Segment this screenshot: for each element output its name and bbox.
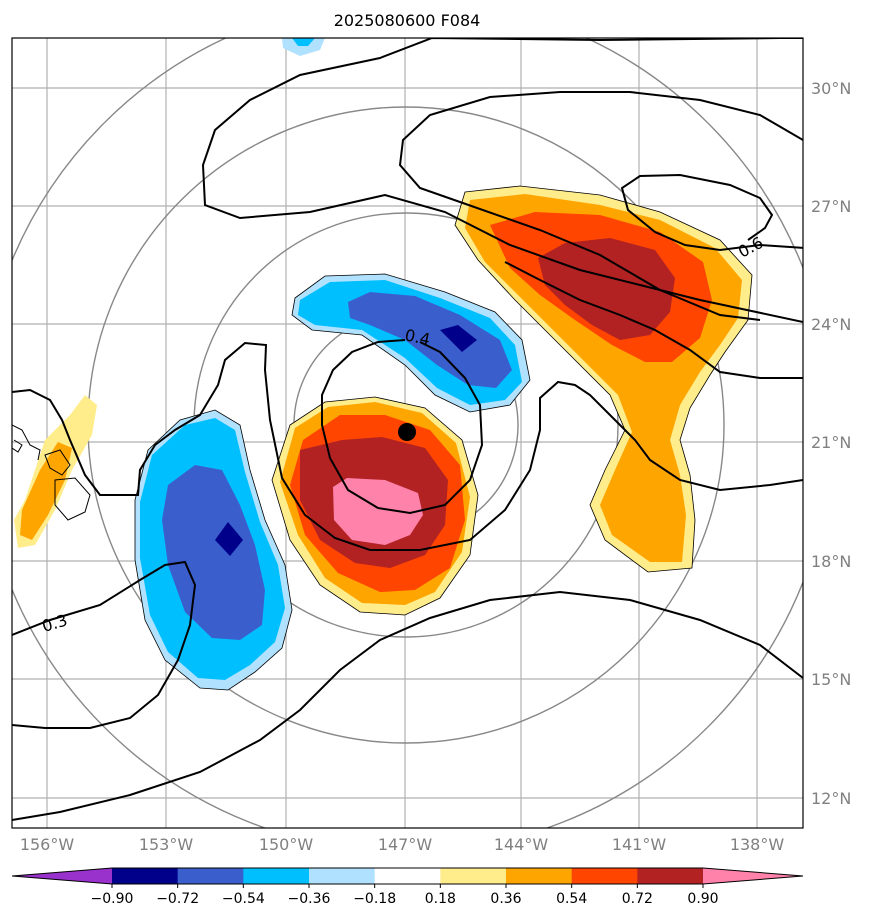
colorbar-tick-label: 0.18 <box>425 891 456 907</box>
figure-title: 2025080600 F084 <box>334 11 481 30</box>
contour-03 <box>12 560 197 729</box>
colorbar-tick-label: −0.36 <box>288 891 331 907</box>
positive-region-northeast-darkred <box>538 238 675 340</box>
colorbar-tick-label: −0.54 <box>222 891 265 907</box>
lat-label-30: 30°N <box>811 79 851 98</box>
map-frame <box>11 37 804 829</box>
colorbar-tick-label: −0.18 <box>353 891 396 907</box>
lon-label-156: 156°W <box>20 835 75 854</box>
island-coast-2 <box>44 449 71 476</box>
latitude-labels: 30°N 27°N 24°N 21°N 18°N 15°N 12°N <box>811 79 851 808</box>
negative-region-top <box>282 38 325 56</box>
colorbar-extend-low <box>12 868 112 884</box>
contour-label-04: 0.4 <box>403 325 432 349</box>
colorbar-tick-label: 0.54 <box>556 891 587 907</box>
lat-label-15: 15°N <box>811 670 851 689</box>
colorbar-segment <box>177 868 244 884</box>
lon-label-153: 153°W <box>139 835 194 854</box>
colorbar-segment <box>440 868 507 884</box>
outline-positive-northeast <box>454 185 753 573</box>
storm-center-marker <box>398 423 416 441</box>
negative-region-southwest-navy <box>215 522 243 556</box>
contour-mid-band <box>504 261 803 379</box>
contour-upper-arc <box>201 38 803 323</box>
colorbar-extend-high <box>703 868 803 884</box>
contour-right-lower <box>12 341 803 551</box>
negative-region-top-cyan <box>292 38 315 46</box>
contour-upper-inner <box>398 91 803 321</box>
island-coast-3 <box>54 477 91 521</box>
colorbar-segment <box>506 868 573 884</box>
colorbar-segment <box>637 868 704 884</box>
colorbar-segment <box>243 868 310 884</box>
line-contours <box>12 38 803 821</box>
colorbar-tick-label: 0.72 <box>622 891 653 907</box>
outline-negative-southwest <box>134 409 293 691</box>
positive-region-west-orange <box>20 442 72 540</box>
outline-negative-north <box>291 273 531 413</box>
colorbar-segment <box>112 868 179 884</box>
lon-label-150: 150°W <box>259 835 314 854</box>
colorbar-segment <box>309 868 376 884</box>
colorbar-tick-label: 0.36 <box>490 891 521 907</box>
negative-region-southwest-blue <box>162 465 265 640</box>
colorbar-tick-label: −0.72 <box>156 891 199 907</box>
shade-outline-contours <box>134 185 753 691</box>
negative-region-north-blue <box>348 292 512 388</box>
colorbar: −0.90 −0.72 −0.54 −0.36 −0.18 0.18 0.36 0.54 0.7… <box>11 867 804 907</box>
island-coast-1 <box>12 424 41 461</box>
lat-label-24: 24°N <box>811 315 851 334</box>
lat-label-18: 18°N <box>811 552 851 571</box>
colorbar-tick-label: −0.90 <box>91 891 134 907</box>
negative-region-north-navy <box>440 325 477 352</box>
contour-06 <box>620 173 803 252</box>
contour-04 <box>321 339 484 515</box>
colorbar-tick-label: 0.90 <box>687 891 718 907</box>
contour-south-arc <box>12 590 803 821</box>
map-panel: 0.6 0.4 0.3 <box>11 37 804 829</box>
lon-label-141: 141°W <box>612 835 667 854</box>
lat-label-27: 27°N <box>811 197 851 216</box>
coastline <box>12 424 91 521</box>
lon-label-138: 138°W <box>730 835 785 854</box>
lat-label-21: 21°N <box>811 433 851 452</box>
island-coast-4 <box>12 439 23 453</box>
colorbar-segment <box>571 868 638 884</box>
shaded-field <box>14 38 752 690</box>
lon-label-144: 144°W <box>494 835 549 854</box>
lat-label-12: 12°N <box>811 789 851 808</box>
lon-label-147: 147°W <box>378 835 433 854</box>
colorbar-segment <box>374 868 441 884</box>
outline-positive-center <box>271 396 479 616</box>
longitude-labels: 156°W 153°W 150°W 147°W 144°W 141°W 138°… <box>20 835 785 854</box>
